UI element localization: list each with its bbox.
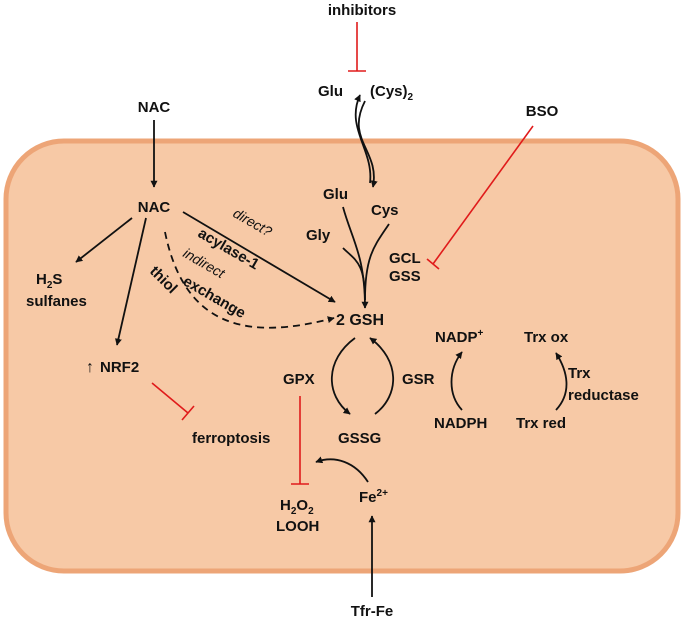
bso-label: BSO [526,103,559,120]
gsr-enzyme: GSR [402,371,435,388]
fe2-label: Fe2+ [359,488,388,506]
nac-to-nrf2-arrow [114,217,147,346]
cystine-label: (Cys)2 [370,83,414,103]
gssg-label: GSSG [338,430,381,447]
gsh-label: 2 GSH [336,312,384,329]
indirect-thiol-exchange-arrow [164,231,335,329]
trx-red-to-ox-arrow [555,352,568,411]
ferroptosis-label: ferroptosis [192,430,270,447]
nac-to-h2s-arrow [75,217,133,263]
gss-enzyme: GSS [389,268,421,285]
sulfanes-label: sulfanes [26,293,87,310]
cell-membrane [3,138,681,574]
trx-reductase-label-2: reductase [568,387,639,404]
glu-extracellular: Glu [318,83,343,100]
trx-red-label: Trx red [516,415,566,432]
gsh-gssg-cycle [330,337,395,415]
gsh-synthesis-arrows [342,206,390,309]
nadph-label: NADPH [434,415,487,432]
tfr-fe-label: Tfr-Fe [351,603,394,620]
gpx-peroxide-inhibition [291,396,309,485]
bso-inhibition [426,125,534,270]
inhibitors-label: inhibitors [328,2,396,19]
direct-acylase-arrow [182,211,336,303]
nrf2-ferroptosis-inhibition [151,382,195,421]
nadph-to-nadp-arrow [450,351,463,411]
trx-ox-label: Trx ox [524,329,569,346]
antiporter-arrows [354,94,378,188]
nrf2-up-arrow: ↑ [86,359,94,376]
inhibitors-inhibition [348,22,366,72]
nac-extracellular: NAC [138,99,171,116]
iron-to-ferroptosis-arrow [315,456,369,483]
gly-label: Gly [306,227,331,244]
cys-intracellular: Cys [371,202,399,219]
h2s-label: H2S [36,271,62,291]
h2o2-label: H2O2 [280,497,314,517]
nac-intracellular: NAC [138,199,171,216]
gpx-enzyme: GPX [283,371,315,388]
glu-intracellular: Glu [323,186,348,203]
looh-label: LOOH [276,518,319,535]
gcl-enzyme: GCL [389,250,421,267]
trx-reductase-label-1: Trx [568,365,591,382]
nadp-label: NADP+ [435,328,484,346]
nrf2-label: NRF2 [100,359,139,376]
